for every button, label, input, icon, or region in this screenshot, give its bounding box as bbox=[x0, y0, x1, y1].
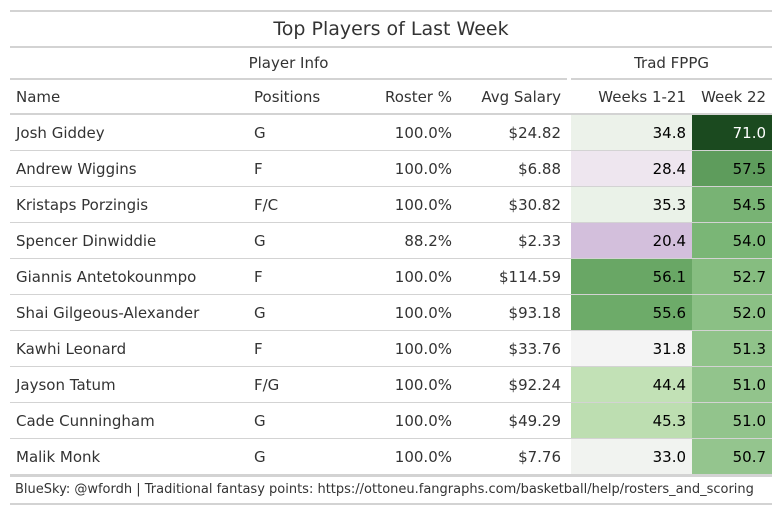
cell-avg-salary: $30.82 bbox=[458, 186, 568, 223]
cell-name: Malik Monk bbox=[10, 438, 248, 475]
cell-avg-salary: $6.88 bbox=[458, 150, 568, 187]
cell-name: Josh Giddey bbox=[10, 114, 248, 151]
cell-gap bbox=[567, 438, 572, 475]
cell-roster-pct: 100.0% bbox=[364, 366, 458, 403]
column-header-roster-pct: Roster % bbox=[364, 79, 458, 115]
cell-positions: G bbox=[248, 402, 364, 439]
cell-week-22: 51.3 bbox=[692, 330, 773, 367]
cell-avg-salary: $93.18 bbox=[458, 294, 568, 331]
table-row: Shai Gilgeous-Alexander G 100.0% $93.18 55.6… bbox=[10, 294, 773, 331]
cell-positions: G bbox=[248, 294, 364, 331]
cell-weeks-1-21: 20.4 bbox=[571, 222, 693, 259]
cell-avg-salary: $92.24 bbox=[458, 366, 568, 403]
cell-week-22: 57.5 bbox=[692, 150, 773, 187]
cell-week-22: 51.0 bbox=[692, 366, 773, 403]
table-row: Spencer Dinwiddie G 88.2% $2.33 20.4 54.0 bbox=[10, 222, 773, 259]
table-row: Jayson Tatum F/G 100.0% $92.24 44.4 51.0 bbox=[10, 366, 773, 403]
cell-weeks-1-21: 55.6 bbox=[571, 294, 693, 331]
players-table-container: Top Players of Last Week Player Info Tra… bbox=[10, 10, 773, 505]
column-header-positions: Positions bbox=[248, 79, 364, 115]
cell-week-22: 71.0 bbox=[692, 114, 773, 151]
column-header-weeks-1-21: Weeks 1-21 bbox=[571, 79, 693, 115]
cell-gap bbox=[567, 186, 572, 223]
cell-week-22: 52.7 bbox=[692, 258, 773, 295]
cell-gap bbox=[567, 114, 572, 151]
table-row: Kawhi Leonard F 100.0% $33.76 31.8 51.3 bbox=[10, 330, 773, 367]
cell-weeks-1-21: 44.4 bbox=[571, 366, 693, 403]
cell-name: Spencer Dinwiddie bbox=[10, 222, 248, 259]
column-header-row: Name Positions Roster % Avg Salary Weeks… bbox=[10, 79, 773, 115]
spanner-trad-fppg: Trad FPPG bbox=[571, 48, 773, 80]
cell-gap bbox=[567, 222, 572, 259]
column-header-week-22: Week 22 bbox=[692, 79, 773, 115]
table-footer: BlueSky: @wfordh | Traditional fantasy p… bbox=[10, 475, 772, 505]
column-header-name: Name bbox=[10, 79, 248, 115]
cell-roster-pct: 100.0% bbox=[364, 150, 458, 187]
cell-week-22: 54.0 bbox=[692, 222, 773, 259]
cell-roster-pct: 100.0% bbox=[364, 258, 458, 295]
cell-positions: F bbox=[248, 330, 364, 367]
cell-gap bbox=[567, 258, 572, 295]
players-table: Player Info Trad FPPG Name Positions Ros… bbox=[10, 48, 773, 475]
cell-weeks-1-21: 35.3 bbox=[571, 186, 693, 223]
cell-roster-pct: 100.0% bbox=[364, 438, 458, 475]
cell-roster-pct: 100.0% bbox=[364, 294, 458, 331]
spanner-player-info: Player Info bbox=[10, 48, 568, 80]
cell-weeks-1-21: 45.3 bbox=[571, 402, 693, 439]
table-row: Malik Monk G 100.0% $7.76 33.0 50.7 bbox=[10, 438, 773, 475]
cell-name: Andrew Wiggins bbox=[10, 150, 248, 187]
spanner-row: Player Info Trad FPPG bbox=[10, 48, 773, 80]
cell-weeks-1-21: 31.8 bbox=[571, 330, 693, 367]
cell-roster-pct: 100.0% bbox=[364, 402, 458, 439]
cell-name: Kristaps Porzingis bbox=[10, 186, 248, 223]
table-title: Top Players of Last Week bbox=[10, 10, 772, 48]
cell-positions: F bbox=[248, 150, 364, 187]
cell-avg-salary: $2.33 bbox=[458, 222, 568, 259]
cell-name: Jayson Tatum bbox=[10, 366, 248, 403]
column-header-avg-salary: Avg Salary bbox=[458, 79, 568, 115]
cell-name: Cade Cunningham bbox=[10, 402, 248, 439]
table-body: Josh Giddey G 100.0% $24.82 34.8 71.0 Andrew W… bbox=[10, 114, 773, 475]
cell-week-22: 50.7 bbox=[692, 438, 773, 475]
cell-avg-salary: $24.82 bbox=[458, 114, 568, 151]
cell-gap bbox=[567, 150, 572, 187]
cell-positions: F bbox=[248, 258, 364, 295]
cell-roster-pct: 100.0% bbox=[364, 186, 458, 223]
cell-gap bbox=[567, 330, 572, 367]
table-row: Andrew Wiggins F 100.0% $6.88 28.4 57.5 bbox=[10, 150, 773, 187]
cell-gap bbox=[567, 366, 572, 403]
cell-positions: G bbox=[248, 438, 364, 475]
cell-weeks-1-21: 33.0 bbox=[571, 438, 693, 475]
cell-positions: G bbox=[248, 114, 364, 151]
table-row: Kristaps Porzingis F/C 100.0% $30.82 35.3 54.… bbox=[10, 186, 773, 223]
table-row: Giannis Antetokounmpo F 100.0% $114.59 56.1 5… bbox=[10, 258, 773, 295]
cell-weeks-1-21: 56.1 bbox=[571, 258, 693, 295]
cell-avg-salary: $7.76 bbox=[458, 438, 568, 475]
cell-weeks-1-21: 34.8 bbox=[571, 114, 693, 151]
table-row: Cade Cunningham G 100.0% $49.29 45.3 51.0 bbox=[10, 402, 773, 439]
cell-roster-pct: 100.0% bbox=[364, 330, 458, 367]
cell-roster-pct: 100.0% bbox=[364, 114, 458, 151]
cell-gap bbox=[567, 294, 572, 331]
cell-gap bbox=[567, 402, 572, 439]
table-row: Josh Giddey G 100.0% $24.82 34.8 71.0 bbox=[10, 114, 773, 151]
cell-name: Shai Gilgeous-Alexander bbox=[10, 294, 248, 331]
cell-week-22: 54.5 bbox=[692, 186, 773, 223]
cell-week-22: 51.0 bbox=[692, 402, 773, 439]
cell-name: Giannis Antetokounmpo bbox=[10, 258, 248, 295]
cell-weeks-1-21: 28.4 bbox=[571, 150, 693, 187]
cell-positions: F/G bbox=[248, 366, 364, 403]
cell-avg-salary: $49.29 bbox=[458, 402, 568, 439]
cell-positions: G bbox=[248, 222, 364, 259]
cell-avg-salary: $114.59 bbox=[458, 258, 568, 295]
column-header-gap bbox=[567, 79, 572, 115]
cell-roster-pct: 88.2% bbox=[364, 222, 458, 259]
cell-avg-salary: $33.76 bbox=[458, 330, 568, 367]
cell-positions: F/C bbox=[248, 186, 364, 223]
cell-week-22: 52.0 bbox=[692, 294, 773, 331]
cell-name: Kawhi Leonard bbox=[10, 330, 248, 367]
